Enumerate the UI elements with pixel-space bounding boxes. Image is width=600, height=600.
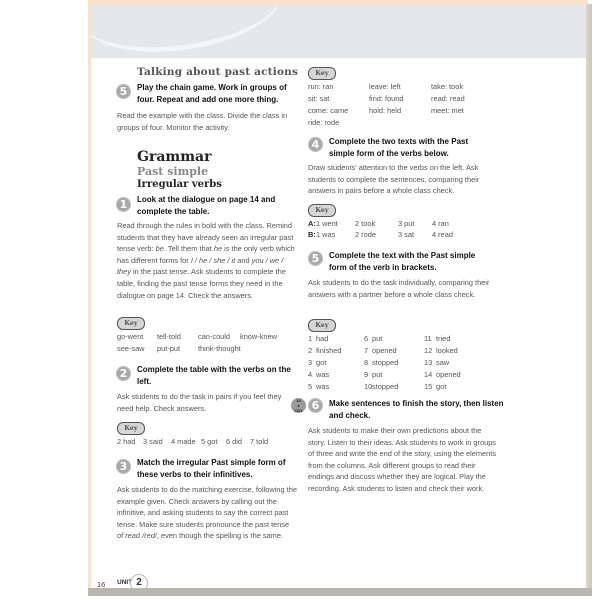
teacher-notes: Ask students to do the task individually… [308,278,490,299]
teacher-notes: Ask students to do the matching exercise… [117,485,297,541]
exercise-number-badge: 6 [308,398,323,413]
grammar-subtitle: Past simple [137,165,209,178]
teacher-notes: Ask students to do the task in pairs if … [117,392,282,413]
exercise-instruction: Match the irregular Past simple form of … [137,458,286,479]
exercise-instruction: Complete the text with the Past simple f… [329,251,476,272]
key-badge: Key [308,67,336,80]
grammar-title: Grammar [137,149,212,165]
header-band [91,5,588,58]
unit-number: 2 [130,574,148,592]
teacher-notes: Read through the rules in bold with the … [117,221,295,300]
exercise-number-badge: 5 [116,84,131,99]
section-heading: Talking about past actions [137,66,299,78]
key-badge: Key [308,319,336,332]
exercise-number-badge: 3 [116,459,131,474]
page [88,0,588,590]
unit-label: UNIT [117,579,133,586]
exercise-number-badge: 4 [308,137,323,152]
page-number: 16 [97,580,106,589]
page-shadow-bottom [88,588,592,596]
key-badge: Key [117,317,145,330]
grammar-subheading: Irregular verbs [137,179,222,190]
exercise-instruction: Complete the two texts with the Past sim… [329,137,469,158]
cd-icon: 14 ● CD1 [291,398,306,413]
exercise-instruction: Complete the table with the verbs on the… [137,365,291,386]
exercise-instruction: Play the chain game. Work in groups of f… [137,83,287,104]
exercise-number-badge: 1 [116,197,131,212]
teacher-notes: Draw students' attention to the verbs on… [308,163,480,196]
page-shadow-right [586,4,592,596]
teacher-notes: Ask students to make their own predictio… [308,426,497,493]
header-swoosh [91,5,286,58]
teacher-notes: Read the example with the class. Divide … [117,111,288,132]
exercise-instruction: Make sentences to finish the story, then… [329,399,504,420]
key-badge: Key [117,422,145,435]
exercise-number-badge: 5 [308,251,323,266]
key-badge: Key [308,204,336,217]
exercise-instruction: Look at the dialogue on page 14 and comp… [137,195,276,216]
exercise-number-badge: 2 [116,366,131,381]
